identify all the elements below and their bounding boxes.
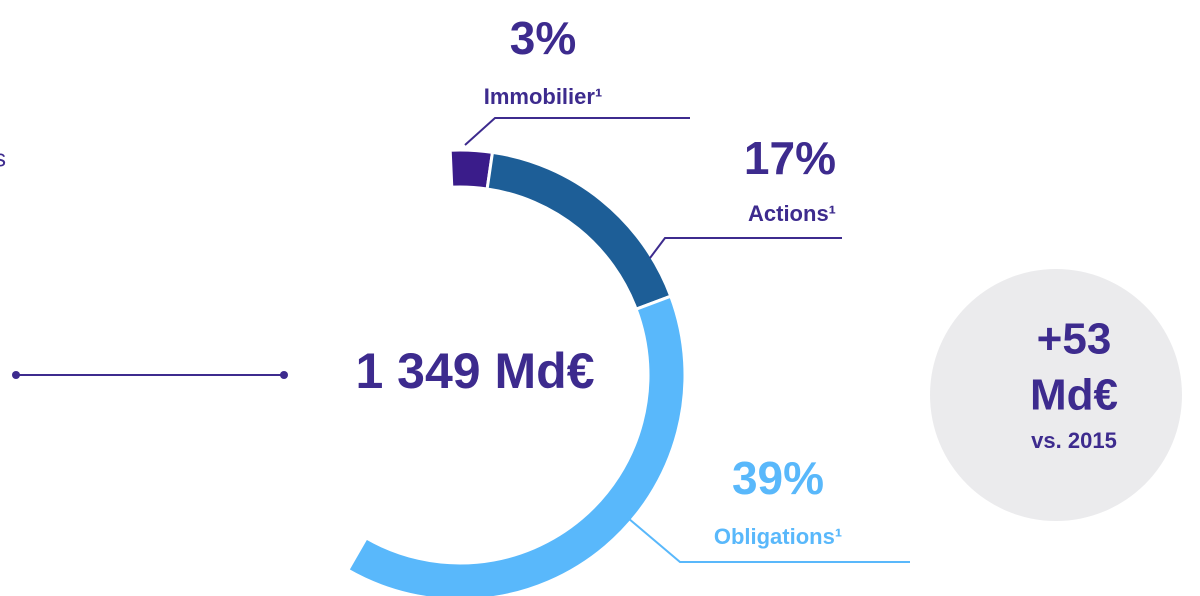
value-label: 17% — [744, 132, 836, 184]
value-label: 3% — [510, 12, 576, 64]
category-label: Actions¹ — [748, 201, 836, 226]
leader-line — [649, 237, 842, 259]
donut-segment — [448, 148, 495, 191]
category-label: Immobilier¹ — [484, 84, 603, 109]
donut-segment — [485, 150, 673, 312]
badge-note: vs. 2015 — [1031, 428, 1117, 453]
badge-unit: Md€ — [1030, 371, 1118, 420]
connector-dot — [12, 371, 20, 379]
leader-line — [627, 517, 910, 563]
value-label: 39% — [732, 452, 824, 504]
donut-segment — [345, 294, 687, 596]
badge-amount: +53 — [1037, 315, 1112, 364]
center-label: 1 349 Md€ — [355, 343, 594, 399]
left-text-fragment: s — [0, 145, 6, 172]
leader-line — [464, 117, 690, 146]
connector-dot — [280, 371, 288, 379]
badge-circle — [930, 269, 1182, 521]
category-label: Obligations¹ — [714, 524, 842, 549]
